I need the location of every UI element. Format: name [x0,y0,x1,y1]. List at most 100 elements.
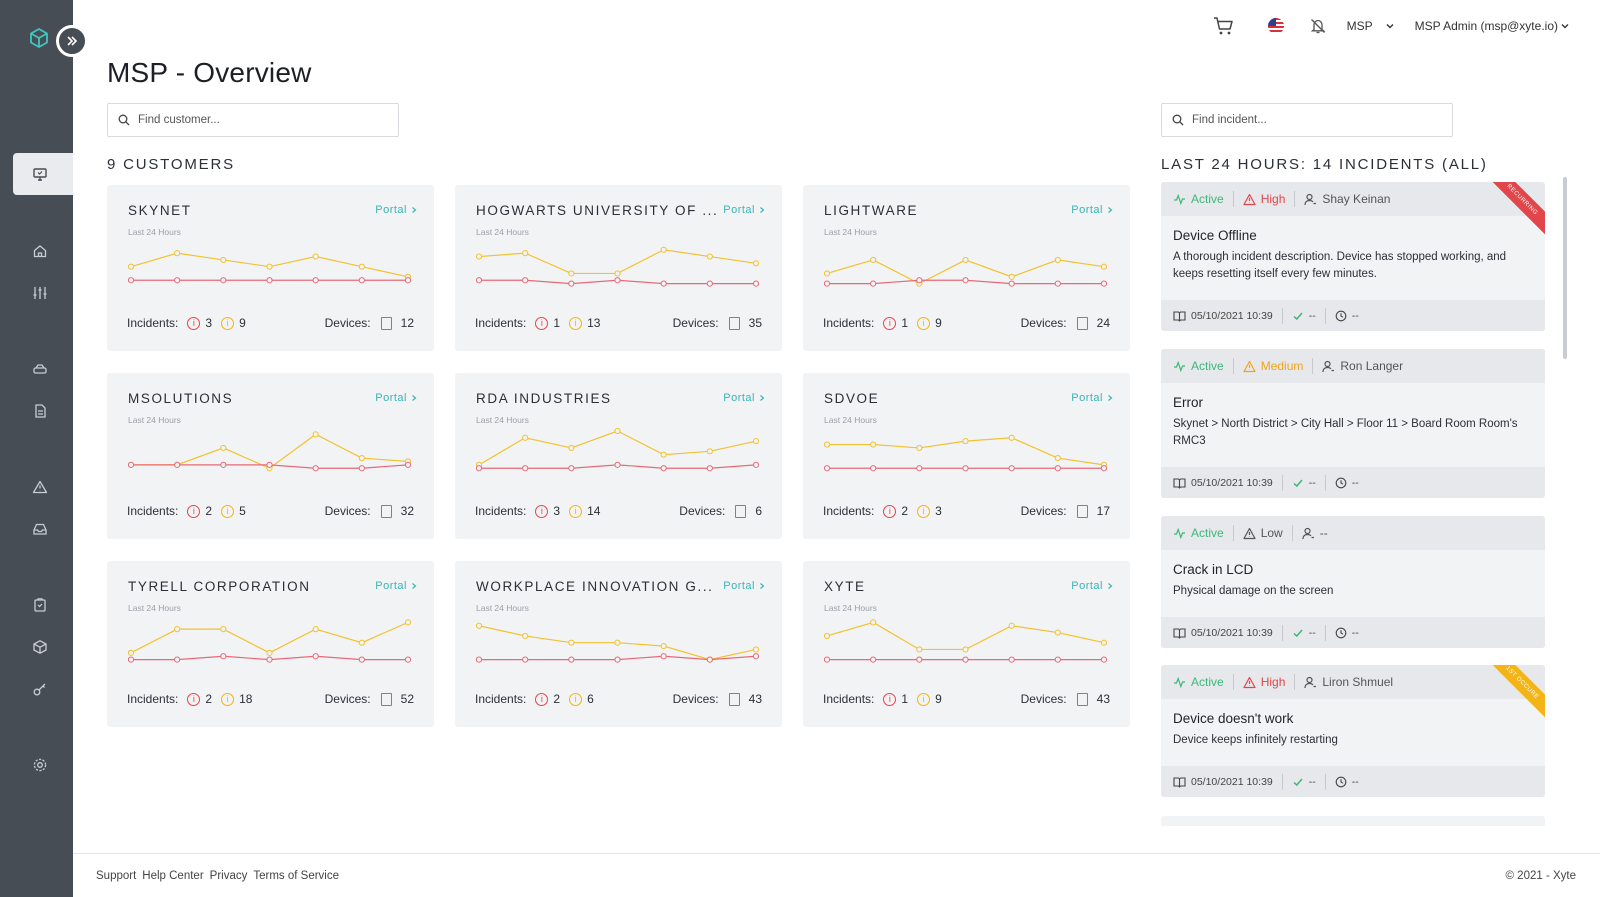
customer-card[interactable]: XYTE Last 24 Hours Portal Incidents: i 1 i 9 Dev… [803,561,1130,727]
sliders-icon[interactable] [30,283,50,303]
duration-value: -- [1351,476,1359,489]
incident-card[interactable]: Active High Shay Keinan Device Offline A tho… [1161,182,1545,331]
assignee-tag[interactable]: Ron Langer [1322,359,1403,373]
footer-link-privacy[interactable]: Privacy [209,869,248,882]
customer-card[interactable]: SKYNET Last 24 Hours Portal Incidents: i 3 i 9 D… [107,185,434,351]
assignee-tag[interactable]: Liron Shmuel [1304,675,1393,689]
customer-card[interactable]: MSOLUTIONS Last 24 Hours Portal Incidents: i… [107,373,434,539]
incident-header: Active High Liron Shmuel [1161,665,1545,699]
warning-trend-point [266,263,273,270]
devices-label: Devices: [1020,692,1067,706]
card-stats: Incidents: i 2 i 5 Devices: 32 [127,504,414,518]
key-icon[interactable] [30,679,50,699]
incident-search[interactable] [1161,103,1453,137]
devices-count: 43 [748,692,762,706]
incident-search-input[interactable] [1192,114,1412,126]
portal-link[interactable]: Portal [1071,580,1114,592]
footer-link-terms[interactable]: Terms of Service [253,869,339,882]
critical-trend-point [706,465,713,472]
customer-card[interactable]: TYRELL CORPORATION Last 24 Hours Portal Inc… [107,561,434,727]
critical-trend-point [220,277,227,284]
customer-card[interactable]: SDVOE Last 24 Hours Portal Incidents: i 2 i 3 De… [803,373,1130,539]
warning-trend-point [220,626,227,633]
incident-list-scrollbar[interactable] [1563,177,1567,359]
portal-link[interactable]: Portal [1071,392,1114,404]
critical-trend-point [522,277,529,284]
critical-count: 1 [901,692,909,706]
check-icon [1293,778,1303,786]
severity-tag: High [1243,675,1285,689]
incident-header: Active Medium Ron Langer [1161,349,1545,383]
portal-link[interactable]: Portal [723,204,766,216]
warning-trend-point [475,622,483,629]
settings-gear-icon[interactable] [30,755,50,775]
alert-triangle-icon[interactable] [30,477,50,497]
monitor-icon[interactable] [30,164,50,184]
customer-card[interactable]: HOGWARTS UNIVERSITY OF ... Last 24 Hours P… [455,185,782,351]
card-stats: Incidents: i 1 i 9 Devices: 43 [823,692,1110,706]
incidents-label: Incidents: [127,504,179,518]
resolved-tag: -- [1292,310,1316,322]
clipboard-icon[interactable] [30,595,50,615]
footer-link-help-center[interactable]: Help Center [142,869,204,882]
home-icon[interactable] [30,241,50,261]
footer-link-support[interactable]: Support [96,869,137,882]
inbox-icon[interactable] [30,519,50,539]
warning-incident-icon: i [917,316,931,330]
devices-label: Devices: [324,504,371,518]
org-selector[interactable]: MSP [1347,19,1395,33]
portal-link[interactable]: Portal [375,204,418,216]
language-selector[interactable] [1267,17,1285,35]
sidebar-expand-button[interactable] [56,25,88,57]
customer-search-input[interactable] [138,114,358,126]
assignee-tag[interactable]: -- [1302,526,1328,540]
portal-link[interactable]: Portal [723,392,766,404]
incident-card[interactable]: Active Low -- Crack in LCD Physical damage o… [1161,516,1545,648]
divider [1291,525,1293,541]
warning-count: 3 [935,504,942,518]
customer-card[interactable]: WORKPLACE INNOVATION G... Last 24 Hours Po… [455,561,782,727]
box-icon[interactable] [30,637,50,657]
portal-link[interactable]: Portal [723,580,766,592]
critical-trend-point [475,465,483,472]
portal-link[interactable]: Portal [1071,204,1114,216]
date-tag: 05/10/2021 10:39 [1173,310,1273,322]
critical-trend-point [220,653,227,660]
status-label: Active [1191,359,1224,373]
divider [1324,773,1326,790]
incident-card[interactable]: Active High Liron Shmuel Device doesn't wor… [1161,665,1545,797]
critical-trend-point [614,656,621,663]
portal-link[interactable]: Portal [375,580,418,592]
notifications-button[interactable] [1309,17,1327,35]
document-icon[interactable] [30,401,50,421]
customer-card[interactable]: RDA INDUSTRIES Last 24 Hours Portal Inciden… [455,373,782,539]
incident-header: Active Low -- [1161,516,1545,550]
clock-icon [1335,627,1347,638]
critical-trend-point [127,461,135,468]
incident-card[interactable] [1161,816,1545,826]
incident-trend-sparkline [823,256,1108,287]
critical-trend-point [660,465,667,472]
chevron-right-icon [1108,395,1113,401]
device-icon [1076,692,1088,706]
incidents-label: Incidents: [823,692,875,706]
critical-trend-point [1008,280,1015,287]
customer-name: SKYNET [128,203,192,218]
xyte-logo-icon[interactable] [28,27,52,51]
critical-trend-point [404,277,412,284]
portal-link[interactable]: Portal [375,392,418,404]
customer-search[interactable] [107,103,399,137]
critical-incident-icon: i [535,316,549,330]
router-icon[interactable] [30,359,50,379]
warning-incident-icon: i [569,692,583,706]
warning-trend-point [358,454,365,462]
cart-button[interactable] [1213,16,1235,36]
assignee-name: Shay Keinan [1322,192,1391,206]
customer-name: MSOLUTIONS [128,391,234,406]
portal-label: Portal [375,580,407,592]
customer-card[interactable]: LIGHTWARE Last 24 Hours Portal Incidents: i 1… [803,185,1130,351]
user-menu[interactable]: MSP Admin (msp@xyte.io) [1415,19,1570,33]
incident-card[interactable]: Active Medium Ron Langer Error Skynet > Nort… [1161,349,1545,498]
assignee-tag[interactable]: Shay Keinan [1304,192,1390,206]
warning-incident-icon: i [569,316,583,330]
